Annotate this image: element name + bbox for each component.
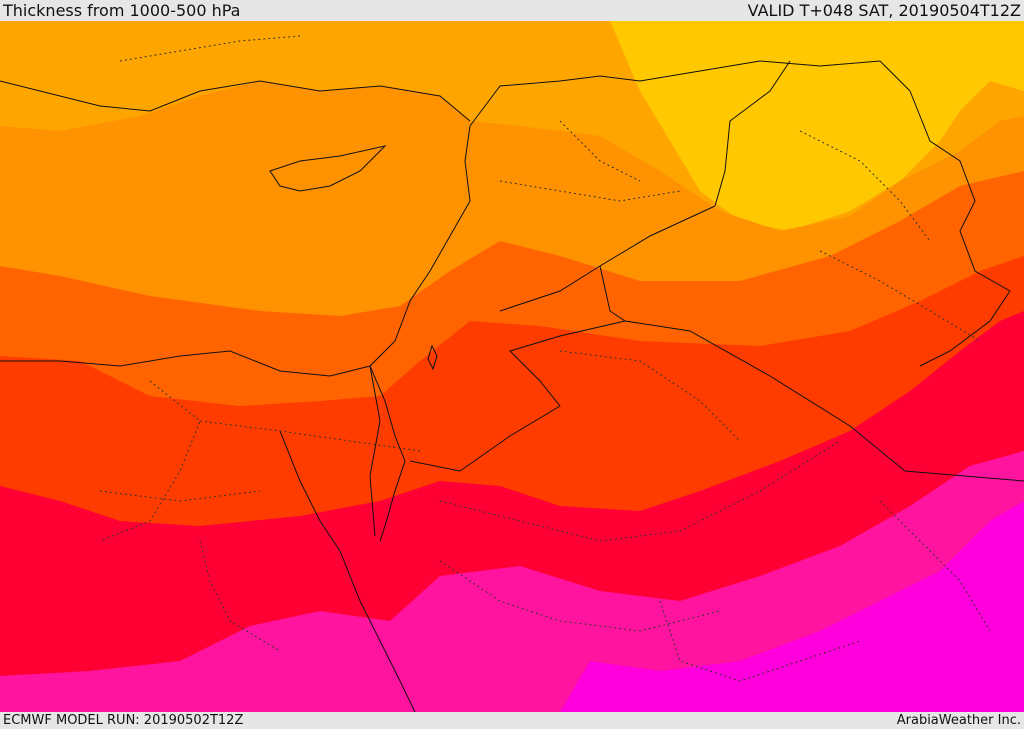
turkey-coast	[0, 80, 471, 122]
band-yellow	[610, 21, 1024, 231]
valid-time: VALID T+048 SAT, 20190504T12Z	[747, 1, 1021, 20]
map-title: Thickness from 1000-500 hPa	[3, 1, 241, 20]
province-borders	[99, 35, 991, 682]
province-line	[119, 35, 301, 62]
red-sea-west-coast	[279, 430, 416, 712]
province-line	[439, 560, 721, 632]
credit: ArabiaWeather Inc.	[896, 713, 1021, 728]
cyprus	[269, 145, 387, 192]
border-saudi-kuwait-iraq	[624, 320, 1024, 482]
persian-gulf-coast	[919, 290, 1011, 367]
province-line	[439, 440, 841, 542]
model-run: ECMWF MODEL RUN: 20190502T12Z	[3, 713, 244, 728]
province-line	[199, 540, 281, 652]
levant-coast	[369, 125, 471, 367]
province-line	[559, 120, 641, 182]
border-syria-iraq	[714, 60, 791, 207]
country-borders	[0, 60, 1024, 712]
thickness-map	[0, 21, 1024, 712]
gulf-of-suez	[369, 365, 381, 537]
border-iran-iraq	[909, 90, 1011, 292]
gulf-of-aqaba	[379, 460, 406, 542]
band-bright-magenta	[560, 501, 1024, 712]
province-line	[99, 490, 261, 502]
border-jordan-saudi	[409, 265, 627, 472]
dead-sea	[427, 344, 438, 371]
band-magenta	[0, 451, 1024, 712]
map-panel[interactable]	[0, 21, 1024, 712]
border-turkey-syria	[469, 60, 911, 127]
header-bar: Thickness from 1000-500 hPa VALID T+048 …	[0, 0, 1024, 21]
province-line	[799, 130, 931, 242]
province-line	[199, 420, 421, 452]
egypt-coast	[0, 350, 371, 377]
footer-bar: ECMWF MODEL RUN: 20190502T12Z ArabiaWeat…	[0, 712, 1024, 729]
province-line	[659, 600, 861, 682]
province-line	[499, 180, 681, 202]
province-line	[559, 350, 741, 442]
province-line	[819, 250, 981, 342]
